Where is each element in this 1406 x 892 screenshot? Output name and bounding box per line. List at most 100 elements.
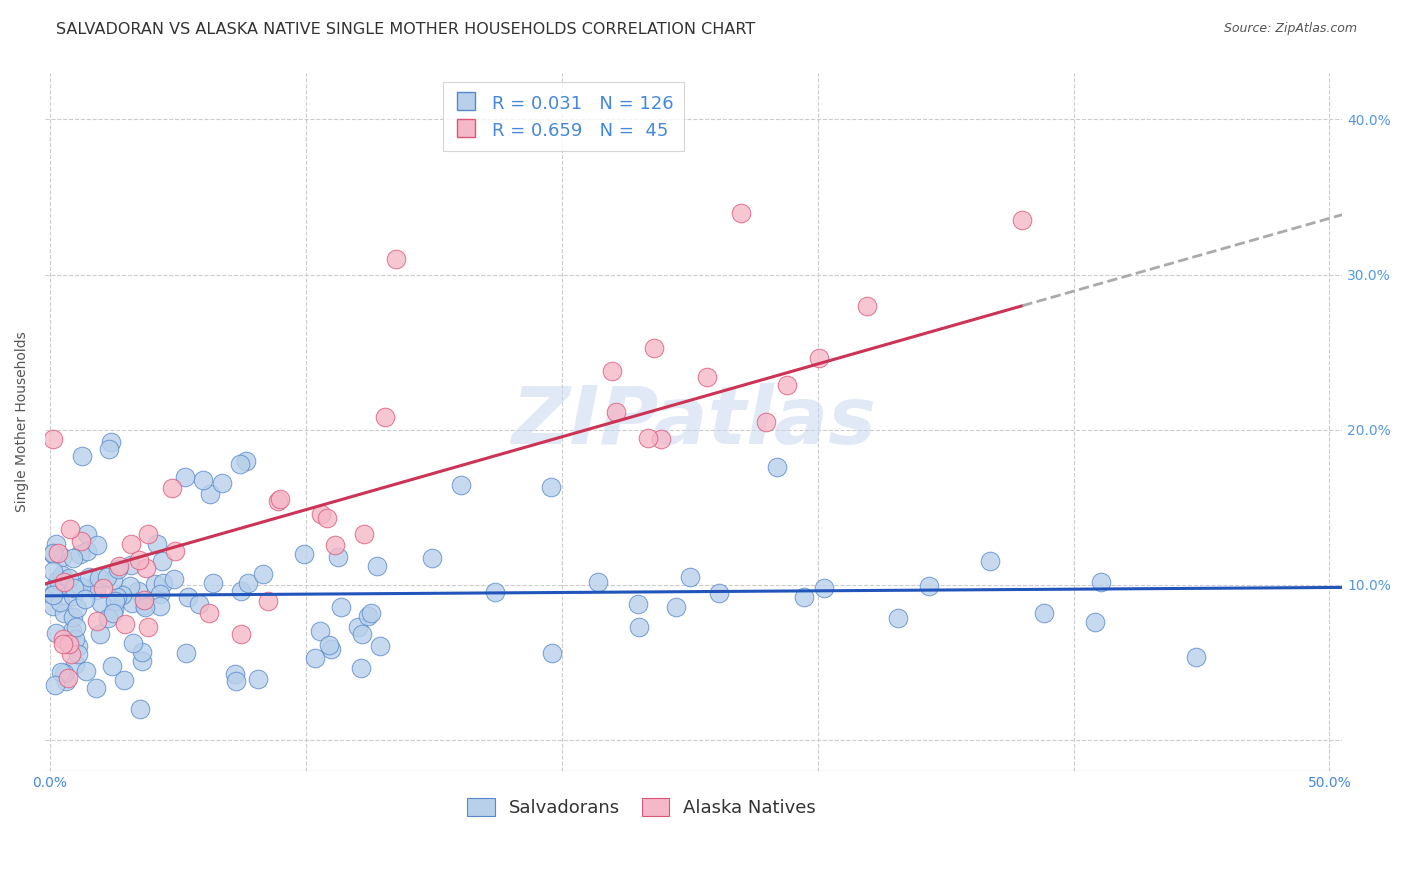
Point [86, 538, 108, 552]
Point [41, 546, 63, 560]
Point [627, 598, 650, 612]
Point [67, 647, 90, 661]
Point [188, 597, 211, 611]
Point [73, 592, 96, 607]
Point [76, 543, 98, 558]
Point [45, 578, 67, 592]
Point [121, 636, 143, 650]
Point [143, 576, 166, 591]
Point [51, 568, 73, 582]
Point [120, 536, 142, 550]
Point [304, 651, 326, 665]
Point [193, 473, 215, 487]
Point [679, 570, 702, 584]
Point [111, 588, 134, 602]
Point [56, 671, 79, 685]
Point [269, 492, 291, 507]
Point [89, 626, 111, 640]
Point [136, 620, 159, 634]
Point [198, 607, 221, 621]
Point [229, 458, 252, 472]
Point [101, 606, 124, 620]
Point [65, 632, 87, 646]
Point [97, 610, 120, 624]
Text: Source: ZipAtlas.com: Source: ZipAtlas.com [1223, 22, 1357, 36]
Point [643, 341, 665, 355]
Point [60, 624, 83, 638]
Point [135, 560, 157, 574]
Point [83, 580, 105, 594]
Point [350, 661, 373, 675]
Point [66, 601, 89, 615]
Point [540, 480, 562, 494]
Point [765, 459, 787, 474]
Point [136, 526, 159, 541]
Point [59, 522, 82, 536]
Point [366, 559, 388, 574]
Point [58, 571, 80, 585]
Point [353, 526, 375, 541]
Point [41, 587, 63, 601]
Point [69, 547, 91, 561]
Point [600, 364, 623, 378]
Point [53, 607, 76, 621]
Point [329, 600, 352, 615]
Point [707, 585, 730, 599]
Point [134, 598, 156, 612]
Point [420, 551, 443, 566]
Point [62, 550, 84, 565]
Point [696, 370, 718, 384]
Point [450, 477, 472, 491]
Point [347, 620, 370, 634]
Point [174, 647, 197, 661]
Point [52, 637, 75, 651]
Point [252, 567, 274, 582]
Y-axis label: Single Mother Households: Single Mother Households [15, 332, 30, 512]
Point [63, 657, 86, 672]
Point [49, 595, 72, 609]
Point [62, 589, 84, 603]
Point [384, 252, 406, 266]
Point [1090, 574, 1112, 589]
Point [309, 507, 332, 521]
Point [100, 434, 122, 449]
Point [326, 549, 349, 564]
Point [129, 701, 152, 715]
Point [246, 673, 269, 687]
Point [87, 572, 110, 586]
Point [62, 609, 84, 624]
Point [42, 564, 65, 578]
Point [131, 654, 153, 668]
Point [225, 673, 247, 688]
Point [46, 573, 69, 587]
Point [120, 558, 142, 572]
Point [70, 450, 93, 464]
Point [350, 627, 373, 641]
Point [107, 558, 129, 573]
Point [75, 665, 97, 679]
Point [51, 550, 73, 565]
Point [148, 587, 170, 601]
Point [309, 624, 332, 638]
Point [813, 581, 835, 595]
Point [325, 538, 347, 552]
Point [84, 681, 107, 695]
Point [128, 553, 150, 567]
Point [236, 576, 259, 591]
Point [105, 590, 128, 604]
Point [368, 639, 391, 653]
Text: ZIPatlas: ZIPatlas [512, 383, 876, 461]
Point [44, 678, 66, 692]
Point [374, 410, 396, 425]
Point [319, 641, 342, 656]
Point [121, 596, 143, 610]
Point [360, 606, 382, 620]
Point [55, 674, 77, 689]
Point [66, 639, 89, 653]
Point [318, 638, 340, 652]
Point [730, 205, 752, 219]
Point [149, 599, 172, 613]
Point [605, 405, 627, 419]
Point [120, 579, 142, 593]
Text: SALVADORAN VS ALASKA NATIVE SINGLE MOTHER HOUSEHOLDS CORRELATION CHART: SALVADORAN VS ALASKA NATIVE SINGLE MOTHE… [56, 22, 755, 37]
